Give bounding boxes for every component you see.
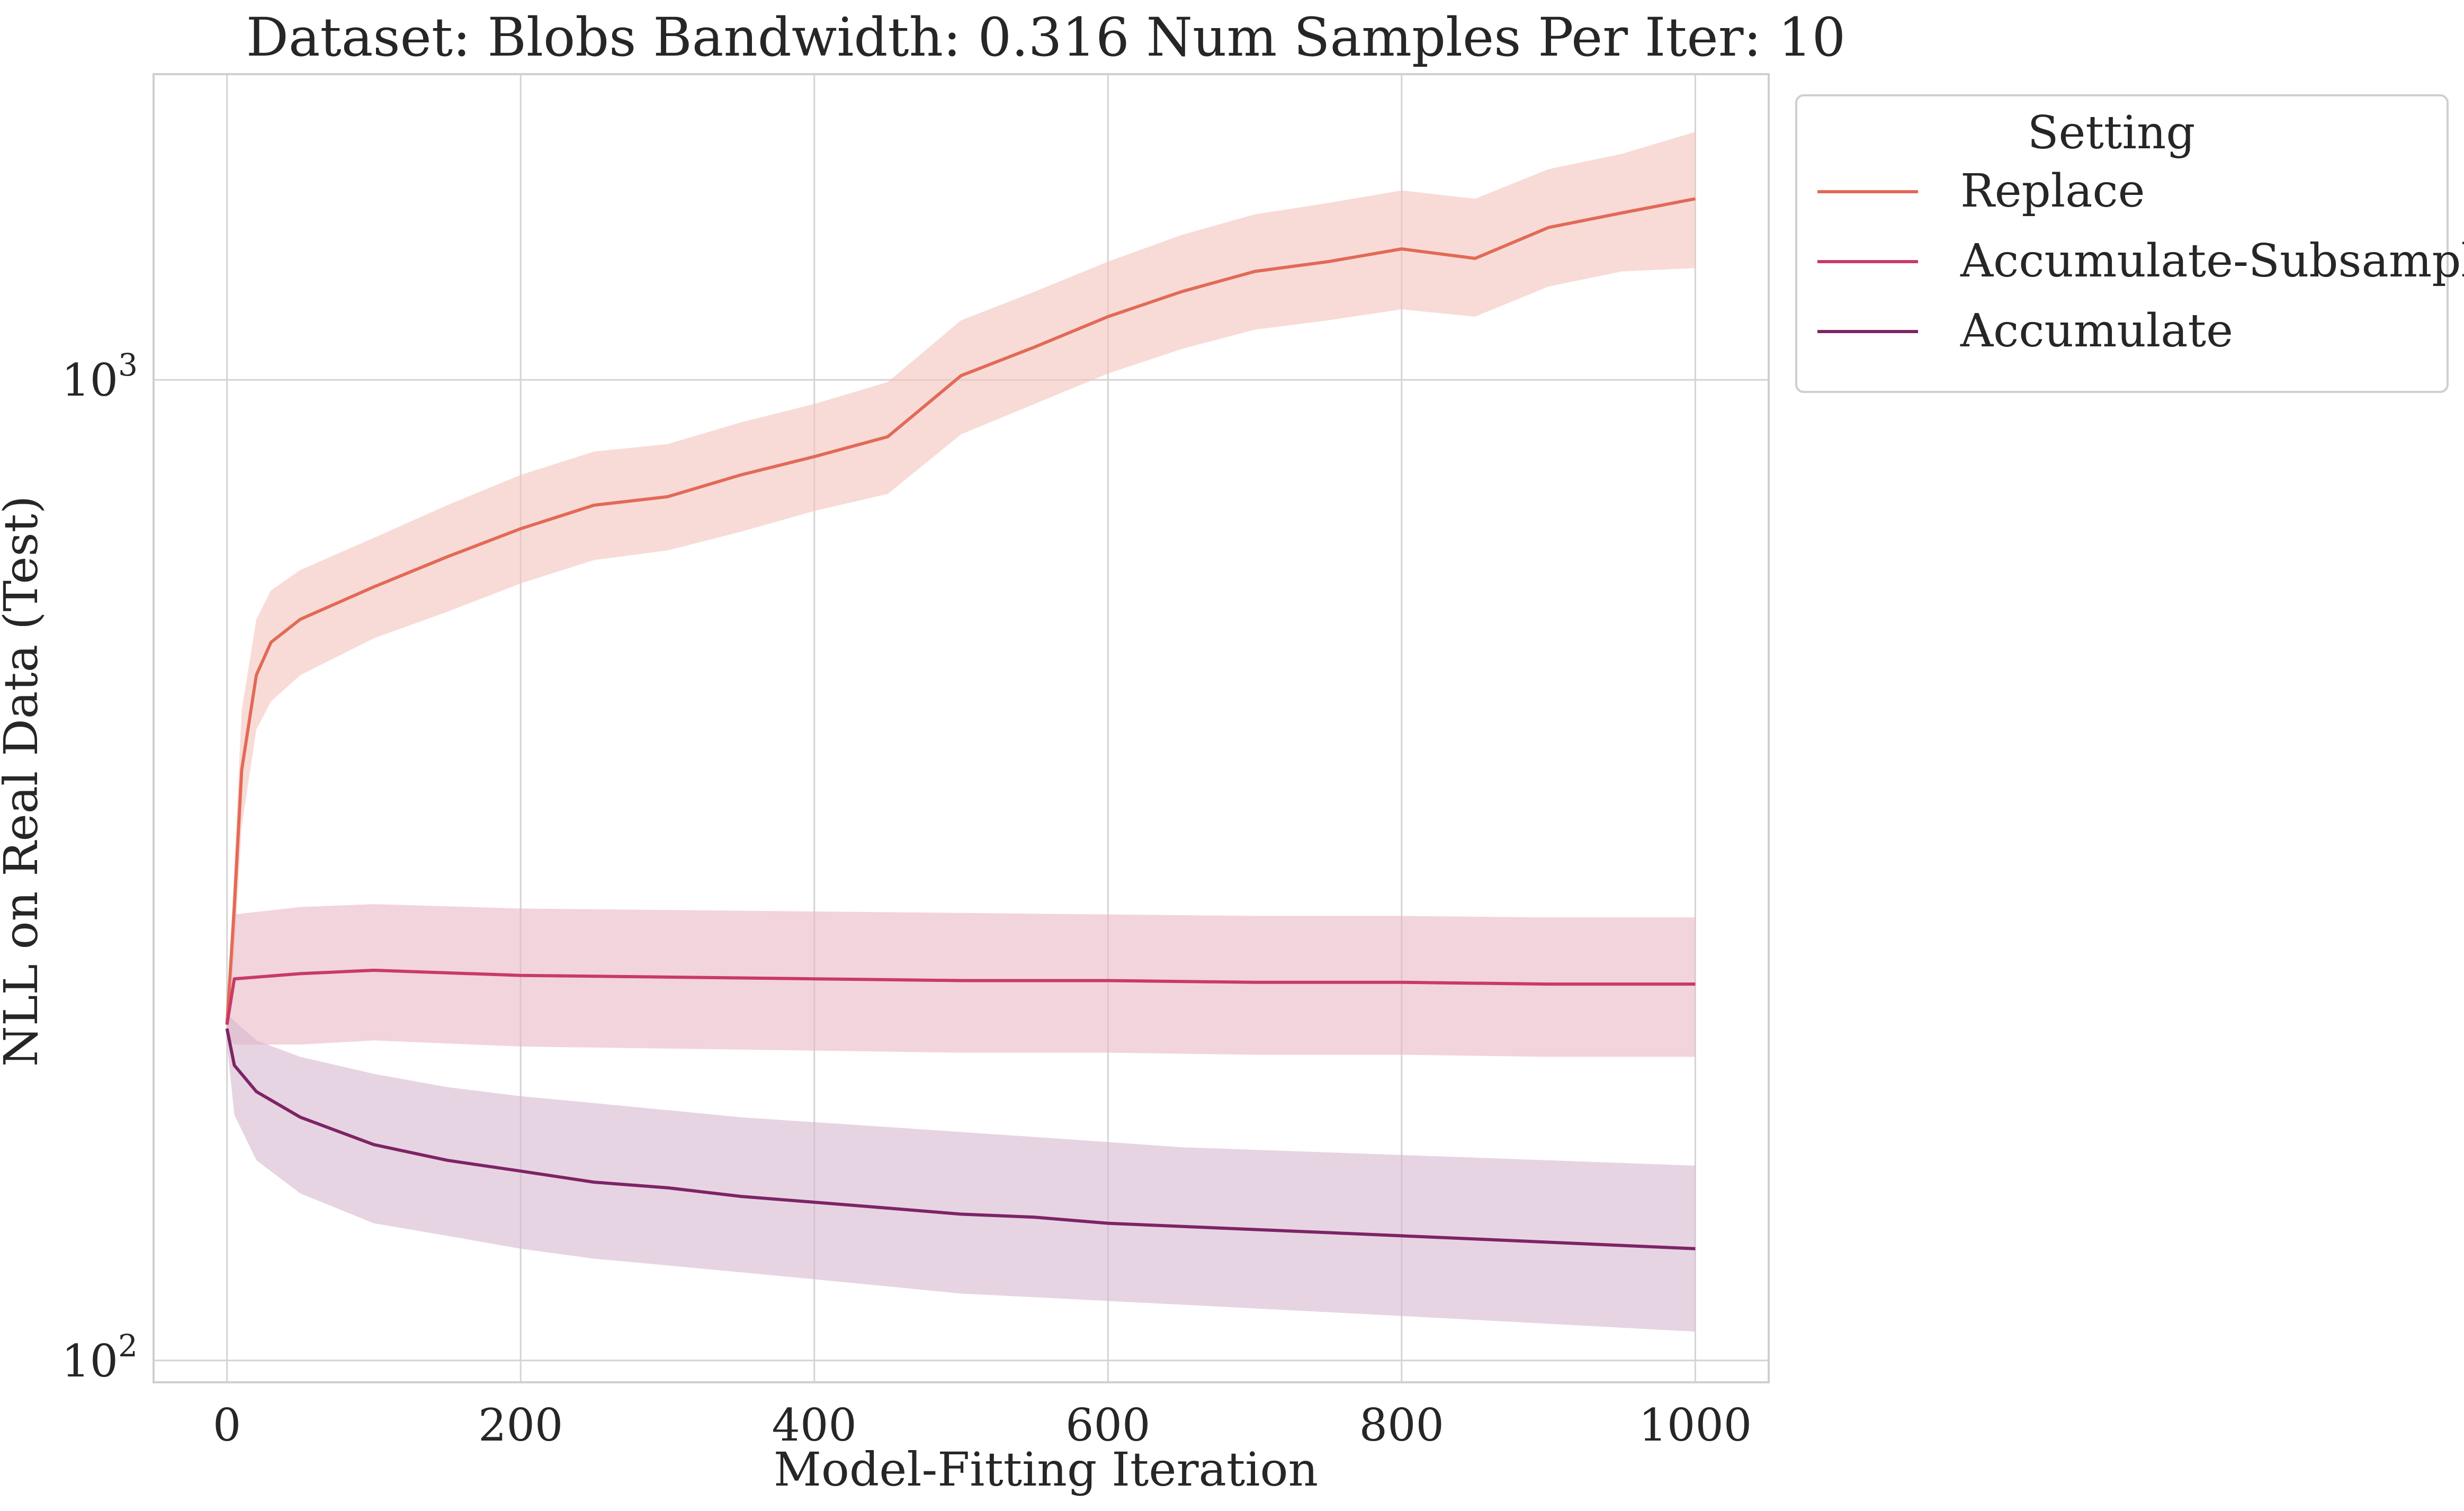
y-tick-label: 102: [61, 1328, 138, 1387]
chart-title: Dataset: Blobs Bandwidth: 0.316 Num Samp…: [246, 6, 1846, 68]
confidence-band-replace: [227, 132, 1696, 1035]
line-layer: [225, 197, 1696, 1250]
x-tick-label: 1000: [1638, 1399, 1752, 1451]
legend-box: [1795, 94, 2449, 393]
x-tick-label: 200: [478, 1399, 563, 1451]
series-line-replace: [225, 197, 1696, 1025]
x-tick-label: 400: [772, 1399, 857, 1451]
x-tick-label: 800: [1359, 1399, 1444, 1451]
y-tick-label: 103: [61, 347, 138, 406]
band-layer: [227, 132, 1696, 1332]
legend-title: Setting: [2028, 106, 2196, 159]
x-tick-label: 0: [213, 1399, 241, 1451]
x-tick-label: 600: [1065, 1399, 1150, 1451]
legend: Setting Replace Accumulate-Subsample Accum…: [1795, 94, 2464, 393]
plot-area-frame: [153, 73, 1770, 1383]
legend-label: Accumulate: [1960, 305, 2233, 357]
confidence-band-accumulate: [227, 1013, 1696, 1332]
x-axis-label: Model-Fitting Iteration: [774, 1442, 1318, 1497]
legend-label: Accumulate-Subsample: [1960, 235, 2464, 288]
series-line-accumulate-subsample: [225, 969, 1696, 1025]
legend-entries: Replace Accumulate-Subsample Accumulate: [1817, 165, 2464, 357]
series-line-accumulate: [225, 1028, 1696, 1250]
tick-labels: 0 200 400 600 800 1000 102 103: [61, 347, 1752, 1451]
legend-label: Replace: [1960, 165, 2145, 218]
y-axis-label: NLL on Real Data (Test): [0, 496, 48, 1067]
